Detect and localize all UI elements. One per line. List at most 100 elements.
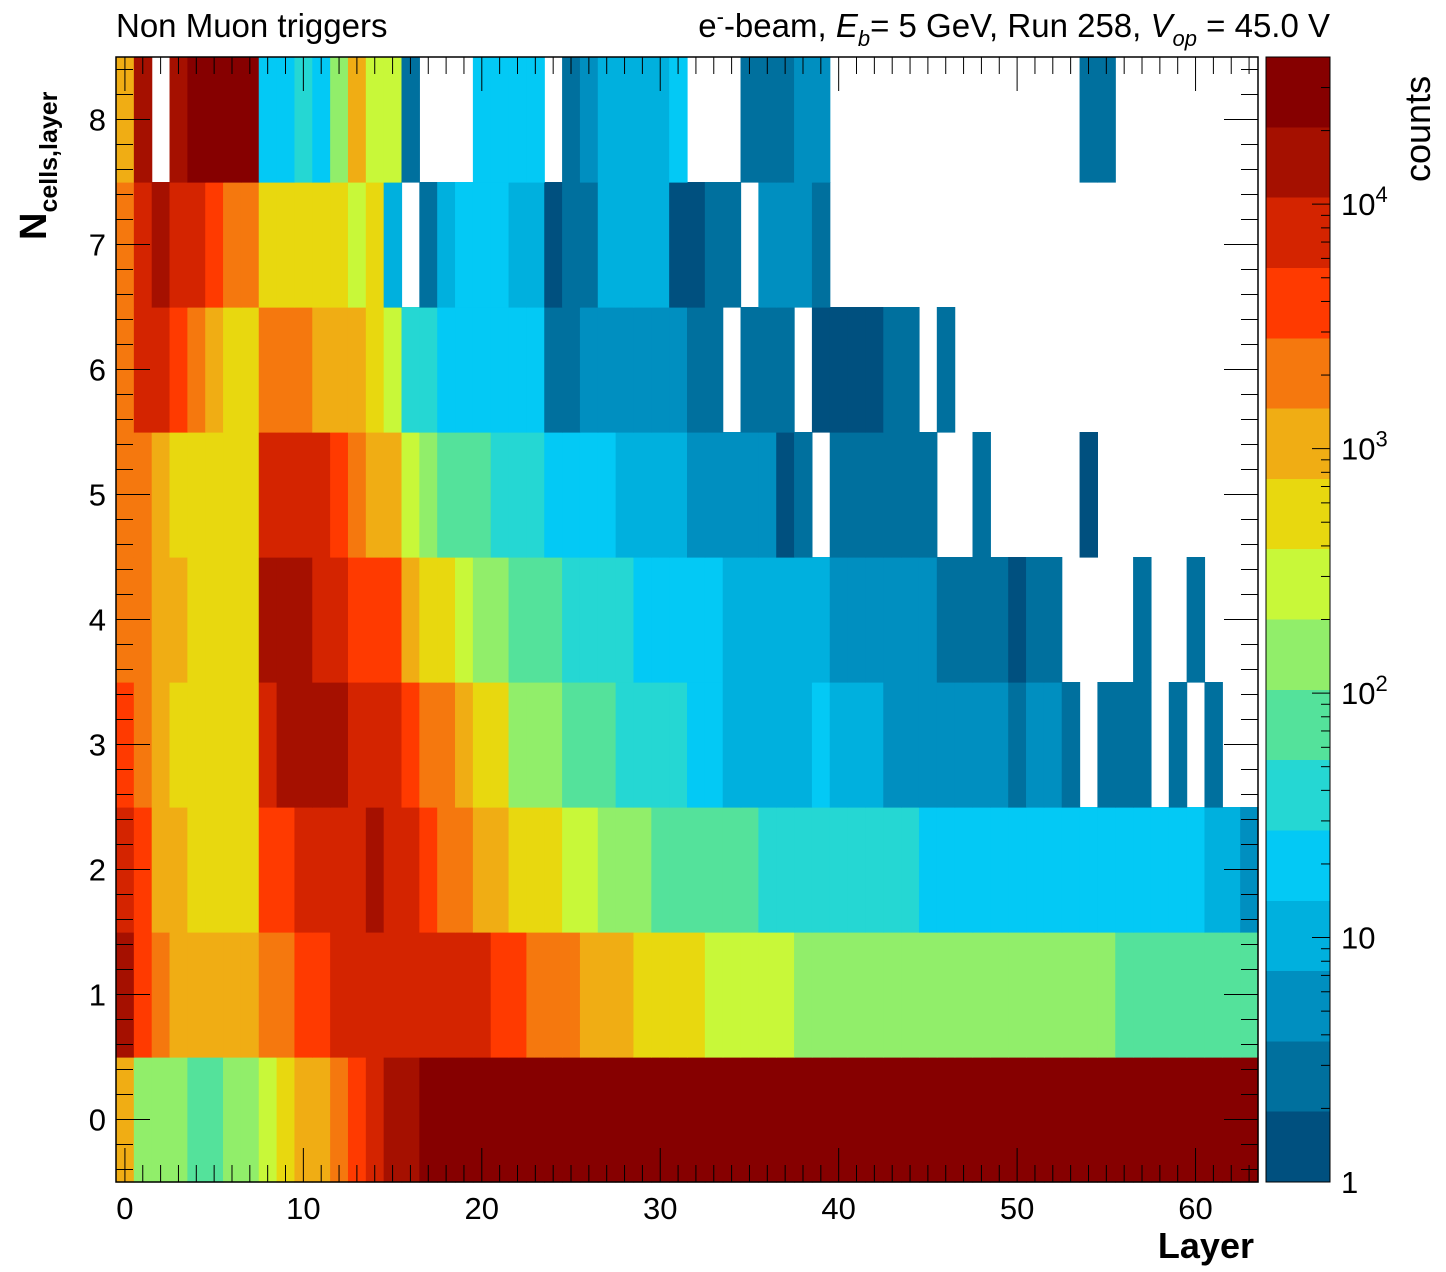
- heatmap-cell: [901, 432, 920, 558]
- heatmap-cell: [347, 57, 367, 183]
- heatmap-cell: [151, 432, 171, 558]
- heatmap-cell: [633, 182, 652, 308]
- heatmap-cell: [687, 1057, 706, 1183]
- heatmap-cell: [151, 557, 171, 683]
- heatmap-cell: [776, 182, 795, 308]
- heatmap-cell: [276, 182, 296, 308]
- heatmap-cell: [990, 557, 1009, 683]
- heatmap-cell: [722, 557, 742, 683]
- heatmap-cell: [740, 57, 759, 183]
- heatmap-cell: [187, 182, 206, 308]
- heatmap-cell: [1026, 557, 1045, 683]
- heatmap-cell: [151, 1057, 171, 1183]
- heatmap-cell: [936, 807, 956, 933]
- heatmap-cell: [508, 1057, 527, 1183]
- heatmap-cell: [579, 432, 599, 558]
- heatmap-cell: [294, 432, 313, 558]
- heatmap-cell: [1150, 932, 1170, 1058]
- heatmap-cell: [901, 1057, 920, 1183]
- heatmap-cell: [633, 932, 652, 1058]
- heatmap-cell: [383, 557, 403, 683]
- heatmap-cell: [794, 932, 813, 1058]
- heatmap-cell: [669, 1057, 688, 1183]
- heatmap-cell: [419, 307, 438, 433]
- z-tick-label: 103: [1341, 427, 1388, 467]
- z-tick-label: 10: [1341, 921, 1375, 956]
- heatmap-cell: [544, 932, 563, 1058]
- heatmap-cell: [490, 57, 510, 183]
- heatmap-cell: [526, 932, 545, 1058]
- heatmap-cell: [597, 307, 617, 433]
- heatmap-cell: [1026, 932, 1045, 1058]
- title-right-part-3: = 5 GeV, Run 258,: [870, 7, 1150, 44]
- heatmap-cell: [312, 57, 331, 183]
- heatmap-cell: [811, 57, 831, 183]
- heatmap-cell: [704, 807, 724, 933]
- heatmap-cell: [1008, 1057, 1027, 1183]
- heatmap-cell: [383, 432, 403, 558]
- heatmap-cell: [865, 807, 884, 933]
- heatmap-cell: [169, 682, 188, 808]
- heatmap-cell: [829, 807, 849, 933]
- heatmap-cell: [544, 1057, 563, 1183]
- title-right-v: V: [1150, 7, 1175, 44]
- z-tick-base: 10: [1341, 432, 1375, 467]
- heatmap-cell: [330, 1057, 349, 1183]
- heatmap-cell: [383, 682, 403, 808]
- heatmap-cell: [811, 932, 831, 1058]
- heatmap-cell: [918, 557, 938, 683]
- heatmap-cell: [776, 1057, 795, 1183]
- heatmap-cell: [169, 182, 188, 308]
- heatmap-cell: [223, 807, 242, 933]
- x-tick-label: 50: [1000, 1191, 1034, 1226]
- z-tick-exponent: 2: [1375, 671, 1387, 696]
- heatmap-cell: [865, 1057, 884, 1183]
- heatmap-cell: [365, 57, 385, 183]
- heatmap-cell: [490, 932, 510, 1058]
- heatmap-cell: [972, 807, 991, 933]
- heatmap-cell: [651, 932, 670, 1058]
- heatmap-cell: [562, 682, 581, 808]
- heatmap-cell: [1026, 1057, 1045, 1183]
- heatmap-cell: [990, 1057, 1009, 1183]
- heatmap-cell: [419, 182, 438, 308]
- z-tick-exponent: 4: [1375, 182, 1387, 207]
- heatmap-cell: [1061, 682, 1081, 808]
- heatmap-cell: [1133, 1057, 1152, 1183]
- heatmap-cell: [508, 682, 527, 808]
- heatmap-cell: [972, 932, 991, 1058]
- heatmap-cell: [615, 1057, 635, 1183]
- heatmap-cell: [258, 807, 278, 933]
- y-tick-label: 1: [89, 978, 106, 1013]
- heatmap-cell: [1097, 932, 1116, 1058]
- heatmap-cell: [901, 557, 920, 683]
- heatmap-cell: [704, 557, 724, 683]
- heatmap-cell: [508, 807, 527, 933]
- heatmap-cell: [1168, 807, 1188, 933]
- heatmap-cell: [508, 57, 527, 183]
- heatmap-cell: [1043, 682, 1063, 808]
- heatmap-cell: [401, 307, 420, 433]
- heatmap-cell: [1168, 682, 1188, 808]
- heatmap-cell: [187, 1057, 206, 1183]
- heatmap-cell: [704, 1057, 724, 1183]
- heatmap-cell: [597, 57, 617, 183]
- heatmap-cell: [579, 807, 599, 933]
- heatmap-cell: [758, 807, 777, 933]
- heatmap-cell: [615, 57, 635, 183]
- heatmap-cell: [205, 682, 224, 808]
- heatmap-cell: [294, 932, 313, 1058]
- heatmap-cell: [312, 682, 331, 808]
- heatmap-cell: [544, 682, 563, 808]
- y-tick-label: 7: [89, 228, 106, 263]
- heatmap-cell: [669, 57, 688, 183]
- heatmap-cell: [615, 932, 635, 1058]
- heatmap-cell: [276, 682, 296, 808]
- heatmap-cell: [936, 682, 956, 808]
- heatmap-cell: [1079, 1057, 1098, 1183]
- heatmap-cell: [562, 557, 581, 683]
- heatmap-cell: [330, 932, 349, 1058]
- heatmap-cell: [526, 307, 545, 433]
- heatmap-cell: [615, 807, 635, 933]
- heatmap-cell: [365, 807, 385, 933]
